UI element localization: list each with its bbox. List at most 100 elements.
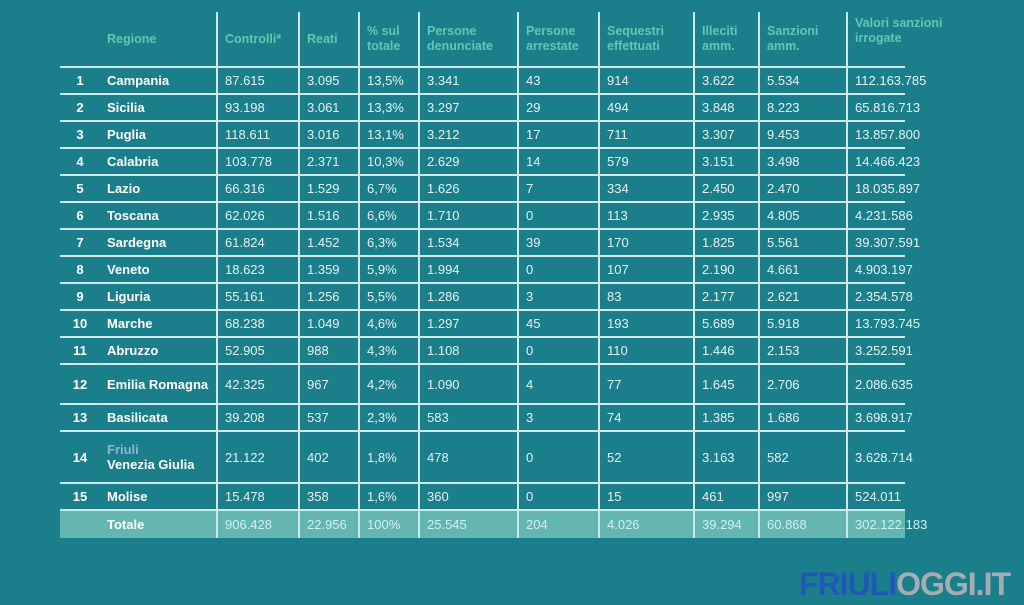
- value-cell: 0: [517, 203, 598, 228]
- region-cell: Campania: [107, 73, 170, 88]
- column-header: Reati: [298, 12, 358, 66]
- value-cell: 118.611: [216, 122, 298, 147]
- data-table: Regione Controlli* Reati% sul totale Person…: [60, 12, 943, 538]
- value-cell: 45: [517, 311, 598, 336]
- rank-cell: 2: [76, 100, 84, 115]
- table-row: 4 Calabria 103.778 2.371 10,3% 2.629 14 579 3.15…: [60, 149, 920, 176]
- value-cell: 1.645: [693, 365, 758, 403]
- value-cell: 110: [598, 338, 693, 363]
- value-cell: 2.470: [758, 176, 846, 201]
- column-header: [60, 12, 100, 66]
- value-cell: 52.905: [216, 338, 298, 363]
- value-cell: 3.163: [693, 432, 758, 482]
- value-cell: 1.385: [693, 405, 758, 430]
- value-cell: 3.848: [693, 95, 758, 120]
- column-header: Persone arrestate: [517, 12, 598, 66]
- value-cell: 4,6%: [358, 311, 418, 336]
- value-cell: 914: [598, 68, 693, 93]
- value-cell: 14: [517, 149, 598, 174]
- value-cell: 1.049: [298, 311, 358, 336]
- table-row: 15 Molise 15.478 358 1,6% 360 0 15 461 997 524.011: [60, 484, 905, 511]
- table-row: 5 Lazio 66.316 1.529 6,7% 1.626 7 334 2.450 2.470…: [60, 176, 920, 203]
- value-cell: 83: [598, 284, 693, 309]
- value-cell: 478: [418, 432, 517, 482]
- column-header: Valori sanzioni irrogate: [846, 12, 945, 66]
- region-cell: Emilia Romagna: [107, 376, 209, 392]
- value-cell: 18.623: [216, 257, 298, 282]
- value-cell: 1.286: [418, 284, 517, 309]
- region-cell: Sardegna: [107, 235, 167, 250]
- value-cell: 42.325: [216, 365, 298, 403]
- table-row: 6 Toscana 62.026 1.516 6,6% 1.710 0 113 2.935 4.8…: [60, 203, 913, 230]
- region-cell: Abruzzo: [107, 343, 159, 358]
- rank-cell: 14: [72, 449, 88, 465]
- value-cell: 360: [418, 484, 517, 509]
- value-cell: 14.466.423: [846, 149, 945, 174]
- value-cell: 1.108: [418, 338, 517, 363]
- rank-cell: 1: [76, 73, 84, 88]
- value-cell: 3.628.714: [846, 432, 945, 482]
- value-cell: 22.956: [298, 511, 358, 538]
- table-row: 12 Emilia Romagna 42.325 967 4,2% 1.090 4 77 1.6…: [60, 365, 913, 405]
- value-cell: 4,3%: [358, 338, 418, 363]
- value-cell: 2.177: [693, 284, 758, 309]
- value-cell: 87.615: [216, 68, 298, 93]
- rank-cell: 6: [76, 208, 84, 223]
- rank-cell: 3: [76, 127, 84, 142]
- value-cell: 988: [298, 338, 358, 363]
- value-cell: 2,3%: [358, 405, 418, 430]
- value-cell: 62.026: [216, 203, 298, 228]
- value-cell: 15.478: [216, 484, 298, 509]
- value-cell: 5.534: [758, 68, 846, 93]
- value-cell: 74: [598, 405, 693, 430]
- value-cell: 3.341: [418, 68, 517, 93]
- value-cell: 8.223: [758, 95, 846, 120]
- value-cell: 13,5%: [358, 68, 418, 93]
- column-header: % sul totale: [358, 12, 418, 66]
- value-cell: 402: [298, 432, 358, 482]
- value-cell: 0: [517, 484, 598, 509]
- value-cell: 112.163.785: [846, 68, 945, 93]
- table-row: 11 Abruzzo 52.905 988 4,3% 1.108 0 110 1.446 2.15…: [60, 338, 913, 365]
- value-cell: 1.452: [298, 230, 358, 255]
- value-cell: 1.446: [693, 338, 758, 363]
- value-cell: 906.428: [216, 511, 298, 538]
- rank-cell: 10: [72, 316, 88, 331]
- value-cell: 5.918: [758, 311, 846, 336]
- column-header: Sequestri effettuati: [598, 12, 693, 66]
- value-cell: 583: [418, 405, 517, 430]
- value-cell: 711: [598, 122, 693, 147]
- value-cell: 93.198: [216, 95, 298, 120]
- table-row: 7 Sardegna 61.824 1.452 6,3% 1.534 39 170 1.825 5…: [60, 230, 920, 257]
- value-cell: 1.825: [693, 230, 758, 255]
- value-cell: 1.359: [298, 257, 358, 282]
- value-cell: 2.354.578: [846, 284, 945, 309]
- table-row: 10 Marche 68.238 1.049 4,6% 1.297 45 193 5.689 5.…: [60, 311, 920, 338]
- value-cell: 461: [693, 484, 758, 509]
- value-cell: 100%: [358, 511, 418, 538]
- value-cell: 967: [298, 365, 358, 403]
- region-cell: Toscana: [107, 208, 159, 223]
- value-cell: 4.026: [598, 511, 693, 538]
- value-cell: 43: [517, 68, 598, 93]
- value-cell: 4.805: [758, 203, 846, 228]
- value-cell: 3.307: [693, 122, 758, 147]
- value-cell: 1.529: [298, 176, 358, 201]
- value-cell: 25.545: [418, 511, 517, 538]
- value-cell: 13.857.800: [846, 122, 945, 147]
- value-cell: 13.793.745: [846, 311, 945, 336]
- rank-cell: 13: [72, 410, 88, 425]
- rank-cell: 7: [76, 235, 84, 250]
- region-cell: Lazio: [107, 181, 141, 196]
- value-cell: 5,9%: [358, 257, 418, 282]
- value-cell: 3.498: [758, 149, 846, 174]
- friulioggi-logo: FRIULIOGGI.IT: [799, 566, 1011, 602]
- value-cell: 997: [758, 484, 846, 509]
- value-cell: 1.090: [418, 365, 517, 403]
- value-cell: 3: [517, 284, 598, 309]
- value-cell: 2.371: [298, 149, 358, 174]
- value-cell: 0: [517, 432, 598, 482]
- region-cell: Liguria: [107, 289, 151, 304]
- value-cell: 3.151: [693, 149, 758, 174]
- value-cell: 13,3%: [358, 95, 418, 120]
